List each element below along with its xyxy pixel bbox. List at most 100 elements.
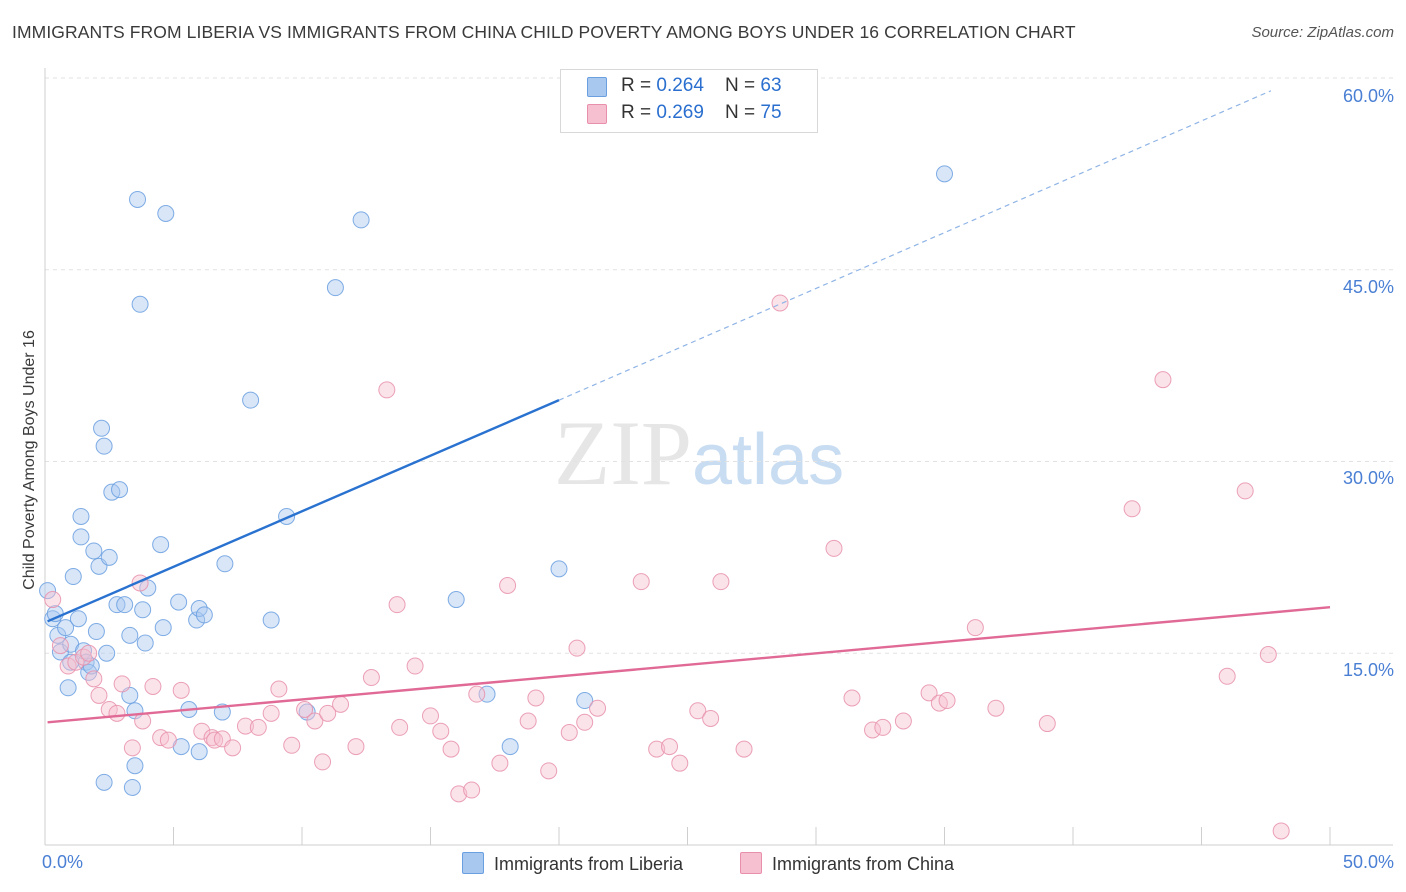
point-liberia (69, 610, 87, 628)
point-liberia (116, 596, 134, 614)
point-china (51, 637, 69, 655)
y-tick-60: 60.0% (1342, 86, 1394, 106)
point-china (463, 781, 481, 799)
point-china (702, 709, 720, 727)
y-tick-15: 15.0% (1342, 660, 1394, 680)
point-liberia (87, 623, 105, 641)
point-liberia (59, 679, 77, 697)
point-liberia (121, 626, 139, 644)
watermark: ZIPatlas (554, 400, 844, 506)
correlation-legend: R = 0.264 N = 63 R = 0.269 N = 75 (560, 69, 818, 133)
watermark-atlas: atlas (692, 420, 845, 500)
point-liberia (95, 773, 113, 791)
series-legend-china: Immigrants from China (740, 852, 954, 875)
x-tick-min: 0.0% (42, 852, 84, 872)
chart-title: IMMIGRANTS FROM LIBERIA VS IMMIGRANTS FR… (12, 22, 1076, 42)
point-china (589, 699, 607, 717)
point-china (450, 785, 468, 803)
point-china (236, 717, 254, 735)
trendline-liberia-extension (558, 90, 1272, 401)
legend-liberia-n-value: 63 (760, 75, 782, 96)
point-china (560, 724, 578, 742)
point-liberia (936, 165, 953, 183)
legend-swatch-liberia (587, 77, 607, 97)
point-china (864, 721, 882, 739)
point-china (1038, 715, 1056, 733)
point-liberia (57, 619, 75, 637)
point-china (270, 680, 288, 698)
point-china (920, 684, 938, 702)
legend-china-r-label: R = (621, 102, 657, 123)
legend-china-n-label: N = (725, 102, 761, 123)
point-china (144, 677, 162, 695)
point-china (632, 573, 650, 591)
point-china (44, 591, 62, 609)
point-china (568, 639, 586, 657)
point-liberia (352, 211, 370, 229)
point-liberia (85, 542, 103, 560)
point-china (894, 712, 912, 730)
point-liberia (326, 279, 344, 297)
point-liberia (262, 611, 280, 629)
series-label-liberia: Immigrants from Liberia (494, 854, 684, 874)
point-liberia (39, 582, 57, 600)
point-china (422, 707, 439, 725)
point-liberia (131, 295, 149, 313)
series-label-china: Immigrants from China (772, 854, 955, 874)
point-china (85, 670, 103, 688)
point-china (296, 700, 314, 718)
point-china (406, 657, 424, 675)
point-liberia (195, 606, 213, 624)
point-china (843, 689, 861, 707)
point-liberia (190, 743, 208, 761)
point-liberia (129, 190, 147, 208)
point-liberia (170, 593, 188, 611)
point-liberia (123, 778, 141, 796)
point-china (671, 754, 689, 772)
point-china (314, 753, 332, 771)
legend-china-n-value: 75 (760, 102, 782, 123)
x-tick-max: 50.0% (1342, 852, 1394, 872)
point-china (874, 718, 892, 736)
point-liberia (242, 391, 260, 409)
point-liberia (216, 555, 234, 573)
point-liberia (447, 591, 465, 609)
point-china (648, 740, 666, 758)
point-china (108, 704, 126, 722)
point-china (319, 704, 337, 722)
point-china (90, 686, 108, 704)
point-liberia (136, 634, 154, 652)
point-china (332, 695, 350, 713)
point-china (491, 754, 509, 772)
point-china (527, 689, 545, 707)
point-china (362, 669, 380, 687)
legend-china-r-value: 0.269 (656, 102, 704, 123)
point-liberia (98, 644, 116, 662)
y-tick-45: 45.0% (1342, 277, 1394, 297)
point-china (123, 739, 141, 757)
legend-liberia-n-label: N = (725, 75, 761, 96)
point-china (661, 738, 679, 756)
point-china (576, 713, 594, 731)
point-liberia (576, 692, 594, 710)
point-china (391, 718, 409, 736)
point-china (735, 740, 753, 758)
series-swatch-china (740, 852, 762, 874)
point-china (468, 685, 486, 703)
point-china (347, 738, 365, 756)
point-liberia (501, 738, 519, 756)
point-china (499, 576, 517, 594)
point-china (59, 657, 77, 675)
point-china (689, 702, 707, 720)
point-china (1236, 482, 1254, 500)
point-china (519, 712, 537, 730)
y-tick-30: 30.0% (1342, 468, 1394, 488)
point-china (1259, 646, 1277, 664)
point-liberia (95, 437, 113, 455)
point-china (159, 731, 177, 749)
point-china (987, 699, 1005, 717)
point-china (306, 712, 324, 730)
legend-liberia-r-label: R = (621, 75, 657, 96)
point-china (938, 692, 956, 710)
